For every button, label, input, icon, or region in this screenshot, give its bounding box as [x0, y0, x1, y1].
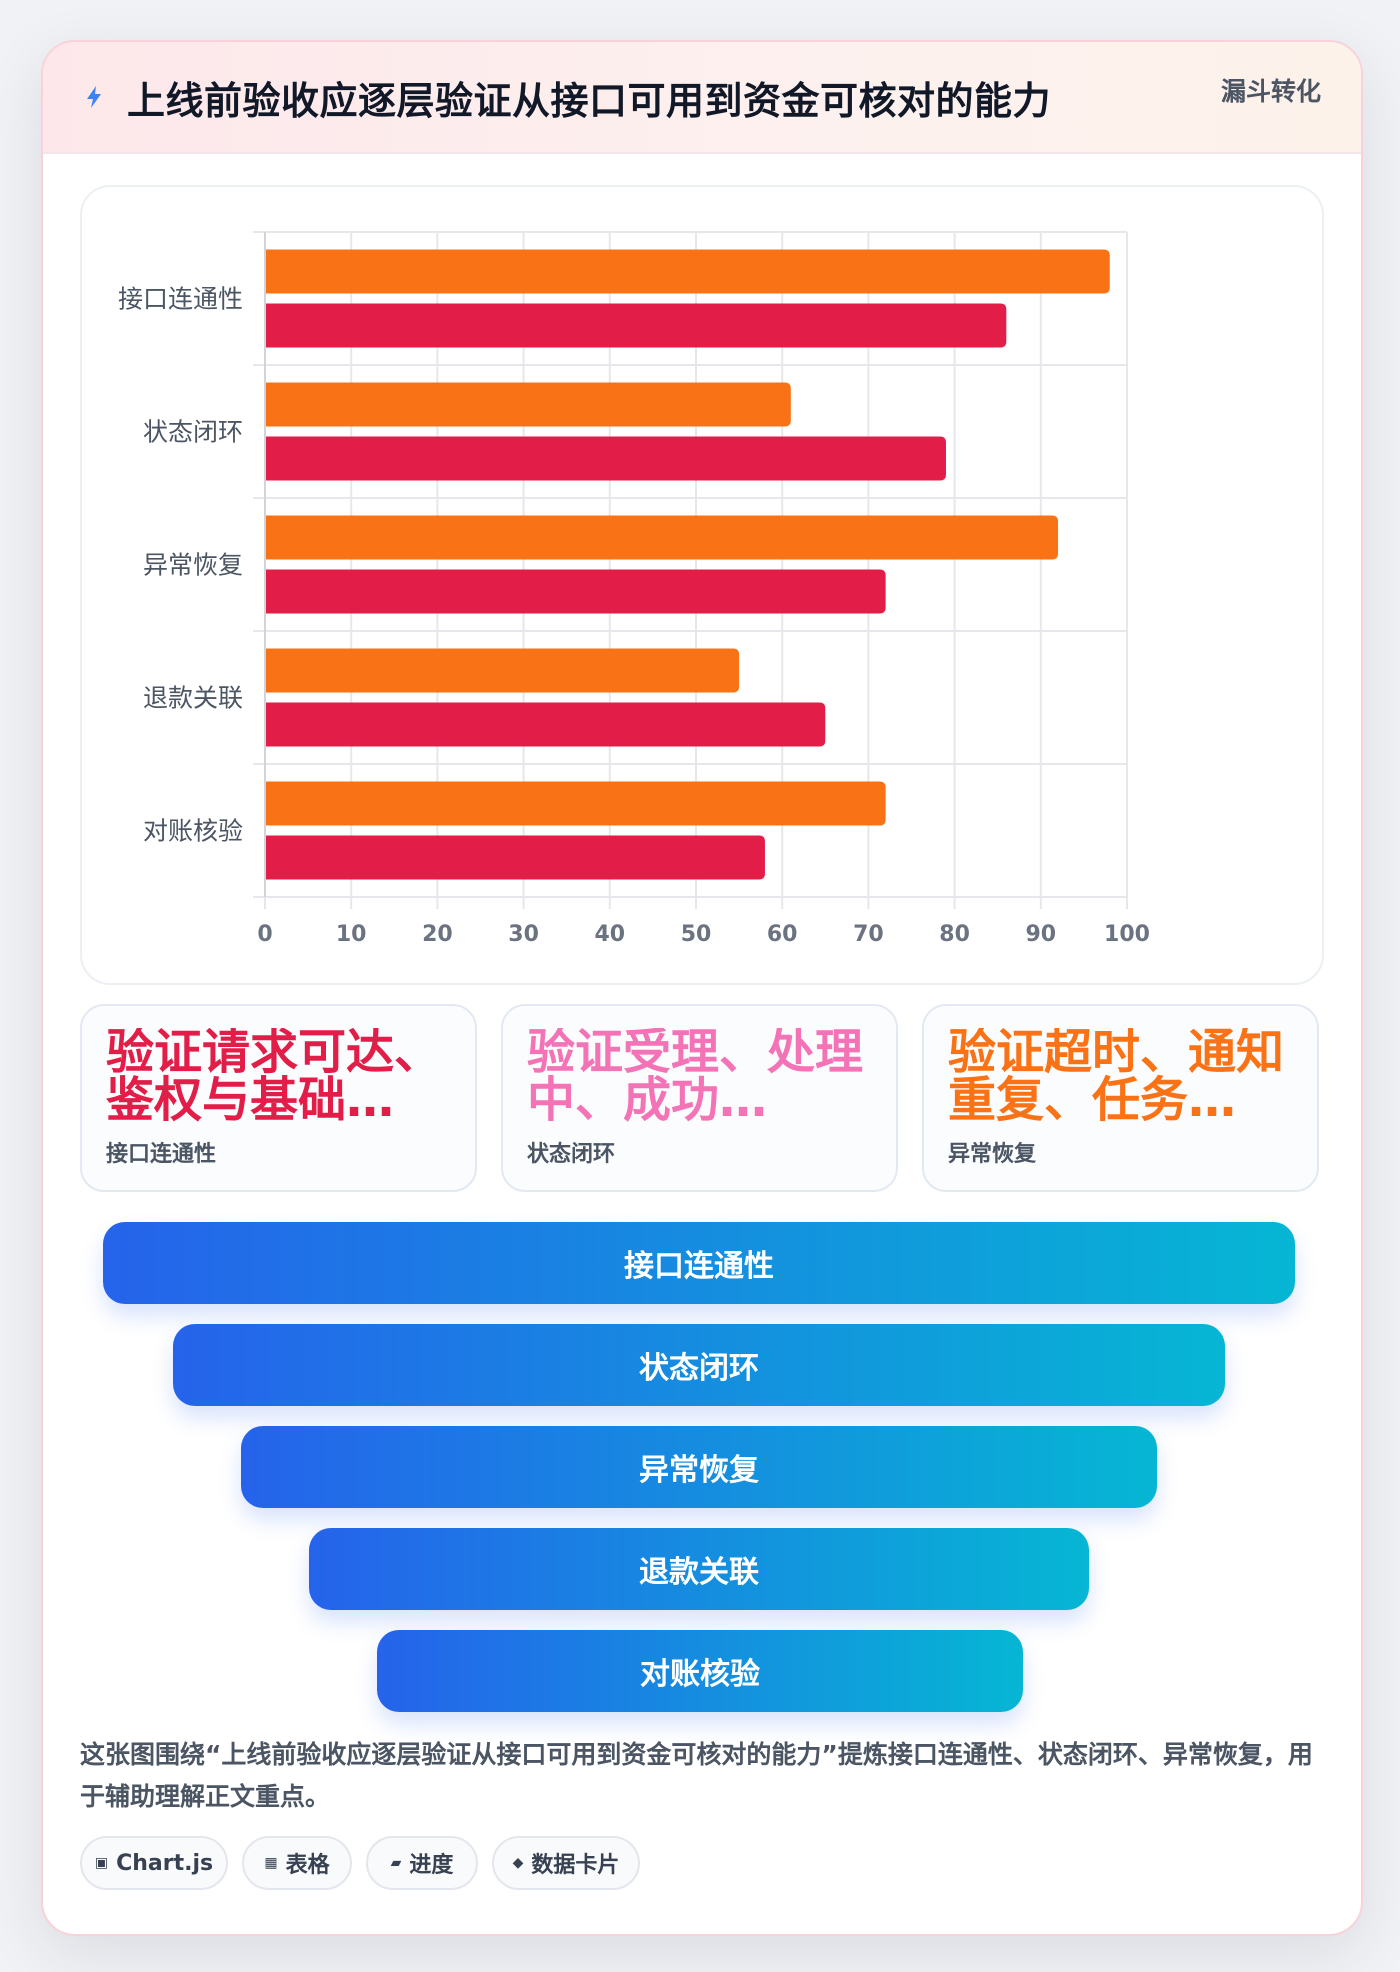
stat-card-1: 验证请求可达、鉴权与基础… 接口连通性	[80, 1004, 477, 1192]
bar-series-2	[265, 835, 765, 880]
stat-card-value: 验证受理、处理中、成功…	[527, 1028, 864, 1124]
chart-description: 这张图围绕“上线前验收应逐层验证从接口可用到资金可核对的能力”提炼接口连通性、状…	[80, 1740, 1313, 1811]
stat-cards: 验证请求可达、鉴权与基础… 接口连通性 验证受理、处理中、成功… 状态闭环 验证…	[80, 1004, 1320, 1194]
stat-card-value: 验证超时、通知重复、任务…	[948, 1028, 1285, 1124]
bar-series-1	[265, 648, 740, 693]
x-tick-label: 80	[939, 922, 970, 947]
bar-series-1	[265, 249, 1110, 294]
bar-series-2	[265, 702, 826, 747]
x-tick-label: 90	[1025, 922, 1056, 947]
x-tick-label: 30	[508, 922, 539, 947]
tag-table[interactable]: ▦ 表格	[242, 1836, 352, 1890]
bar-series-1	[265, 515, 1059, 560]
page-title: 上线前验收应逐层验证从接口可用到资金可核对的能力	[127, 79, 1052, 123]
funnel-stage-3: 异常恢复	[241, 1426, 1157, 1508]
x-tick-label: 40	[594, 922, 625, 947]
x-tick-label: 10	[336, 922, 367, 947]
tag-chartjs[interactable]: ▣ Chart.js	[80, 1836, 228, 1890]
x-tick-label: 100	[1104, 922, 1150, 947]
x-tick-label: 60	[767, 922, 798, 947]
lightning-icon	[87, 86, 101, 108]
chart-icon: ▣	[94, 1855, 109, 1871]
tag-label: 数据卡片	[531, 1853, 620, 1878]
stat-card-label: 异常恢复	[948, 1142, 1037, 1167]
y-tick-label: 异常恢复	[143, 551, 243, 580]
y-tick-label: 退款关联	[143, 684, 243, 713]
bar-series-1	[265, 382, 791, 427]
tag-label: 进度	[409, 1853, 454, 1878]
chart-type-badge: 漏斗转化	[1220, 77, 1321, 106]
stat-card-label: 接口连通性	[106, 1142, 217, 1167]
x-tick-label: 70	[853, 922, 884, 947]
table-icon: ▦	[264, 1855, 278, 1871]
main-card: 上线前验收应逐层验证从接口可用到资金可核对的能力 漏斗转化 0 10 20 30 40 5…	[41, 40, 1363, 1936]
x-tick-label: 20	[422, 922, 453, 947]
tag-label: 表格	[285, 1853, 330, 1878]
x-tick-label: 0	[257, 922, 272, 947]
tag-label: Chart.js	[116, 1850, 214, 1876]
bar-chart: 0 10 20 30 40 50 60 70 80 90 100 接口连通性状态闭环异常恢复退款关联对…	[118, 231, 1150, 947]
tag-progress[interactable]: ▰ 进度	[366, 1836, 478, 1890]
funnel-stage-1: 接口连通性	[103, 1222, 1295, 1304]
stat-card-2: 验证受理、处理中、成功… 状态闭环	[501, 1004, 898, 1192]
x-tick-label: 50	[681, 922, 712, 947]
bar-series-2	[265, 569, 886, 614]
funnel-stage-4: 退款关联	[309, 1528, 1089, 1610]
y-tick-label: 对账核验	[143, 817, 243, 846]
bar-series-1	[265, 781, 886, 826]
bar-series-2	[265, 303, 1007, 348]
y-tick-label: 接口连通性	[118, 285, 243, 314]
diamond-icon: ◆	[512, 1855, 524, 1871]
funnel: 接口连通性 状态闭环 异常恢复 退款关联 对账核验	[43, 1222, 1361, 1712]
stat-card-3: 验证超时、通知重复、任务… 异常恢复	[922, 1004, 1319, 1192]
y-tick-label: 状态闭环	[143, 418, 243, 447]
header: 上线前验收应逐层验证从接口可用到资金可核对的能力 漏斗转化	[43, 42, 1361, 154]
progress-icon: ▰	[390, 1855, 402, 1871]
stat-card-label: 状态闭环	[527, 1142, 616, 1167]
funnel-stage-5: 对账核验	[377, 1630, 1023, 1712]
bar-series-2	[265, 436, 946, 481]
funnel-stage-2: 状态闭环	[173, 1324, 1225, 1406]
chart-panel: 0 10 20 30 40 50 60 70 80 90 100 接口连通性状态闭环异常恢复退款关联对…	[80, 185, 1324, 985]
stat-card-value: 验证请求可达、鉴权与基础…	[106, 1028, 443, 1124]
tag-data-card[interactable]: ◆ 数据卡片	[492, 1836, 640, 1890]
